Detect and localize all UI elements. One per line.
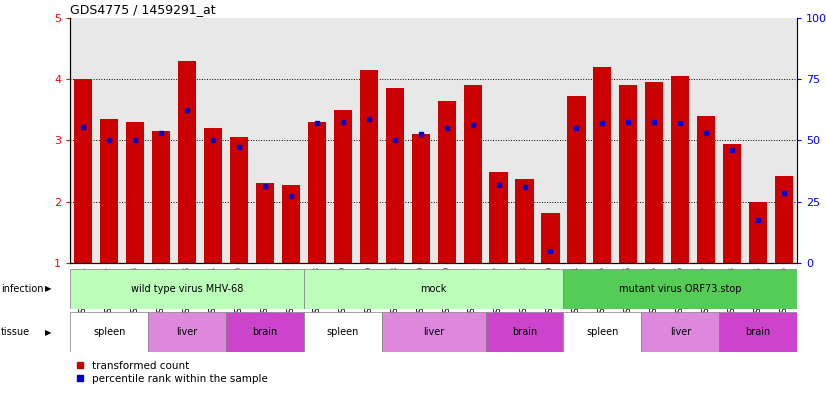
Bar	[411, 134, 430, 263]
Bar	[334, 110, 352, 263]
Bar	[697, 116, 715, 263]
Bar	[226, 312, 304, 352]
Bar	[126, 122, 145, 263]
Text: wild type virus MHV-68: wild type virus MHV-68	[131, 284, 243, 294]
Bar	[672, 76, 690, 263]
Bar	[148, 312, 226, 352]
Bar	[74, 79, 93, 263]
Bar	[386, 88, 404, 263]
Bar	[620, 85, 638, 263]
Text: GDS4775 / 1459291_at: GDS4775 / 1459291_at	[70, 4, 216, 17]
Bar	[563, 269, 797, 309]
Bar	[308, 122, 326, 263]
Bar	[463, 85, 482, 263]
Bar	[749, 202, 767, 263]
Bar	[70, 269, 304, 309]
Bar	[438, 101, 456, 263]
Text: spleen: spleen	[93, 327, 126, 337]
Text: ▶: ▶	[45, 285, 52, 293]
Bar	[723, 143, 741, 263]
Bar	[490, 173, 508, 263]
Text: tissue: tissue	[1, 327, 30, 337]
Bar	[70, 312, 148, 352]
Legend: transformed count, percentile rank within the sample: transformed count, percentile rank withi…	[75, 361, 268, 384]
Text: spleen: spleen	[326, 327, 359, 337]
Text: brain: brain	[252, 327, 278, 337]
Bar	[359, 70, 377, 263]
Bar	[304, 312, 382, 352]
Text: brain: brain	[512, 327, 537, 337]
Bar	[515, 178, 534, 263]
Text: mock: mock	[420, 284, 447, 294]
Bar	[282, 185, 300, 263]
Bar	[256, 184, 274, 263]
Text: ▶: ▶	[45, 328, 52, 336]
Bar	[178, 61, 196, 263]
Bar	[486, 312, 563, 352]
Bar	[645, 82, 663, 263]
Bar	[541, 213, 559, 263]
Bar	[719, 312, 797, 352]
Bar	[152, 131, 170, 263]
Bar	[775, 176, 793, 263]
Text: infection: infection	[1, 284, 43, 294]
Text: liver: liver	[670, 327, 691, 337]
Bar	[230, 138, 248, 263]
Text: liver: liver	[423, 327, 444, 337]
Bar	[382, 312, 486, 352]
Text: mutant virus ORF73.stop: mutant virus ORF73.stop	[619, 284, 742, 294]
Bar	[204, 128, 222, 263]
Bar	[100, 119, 118, 263]
Text: brain: brain	[746, 327, 771, 337]
Bar	[641, 312, 719, 352]
Bar	[593, 67, 611, 263]
Bar	[567, 96, 586, 263]
Bar	[563, 312, 641, 352]
Bar	[304, 269, 563, 309]
Text: liver: liver	[177, 327, 197, 337]
Text: spleen: spleen	[586, 327, 619, 337]
